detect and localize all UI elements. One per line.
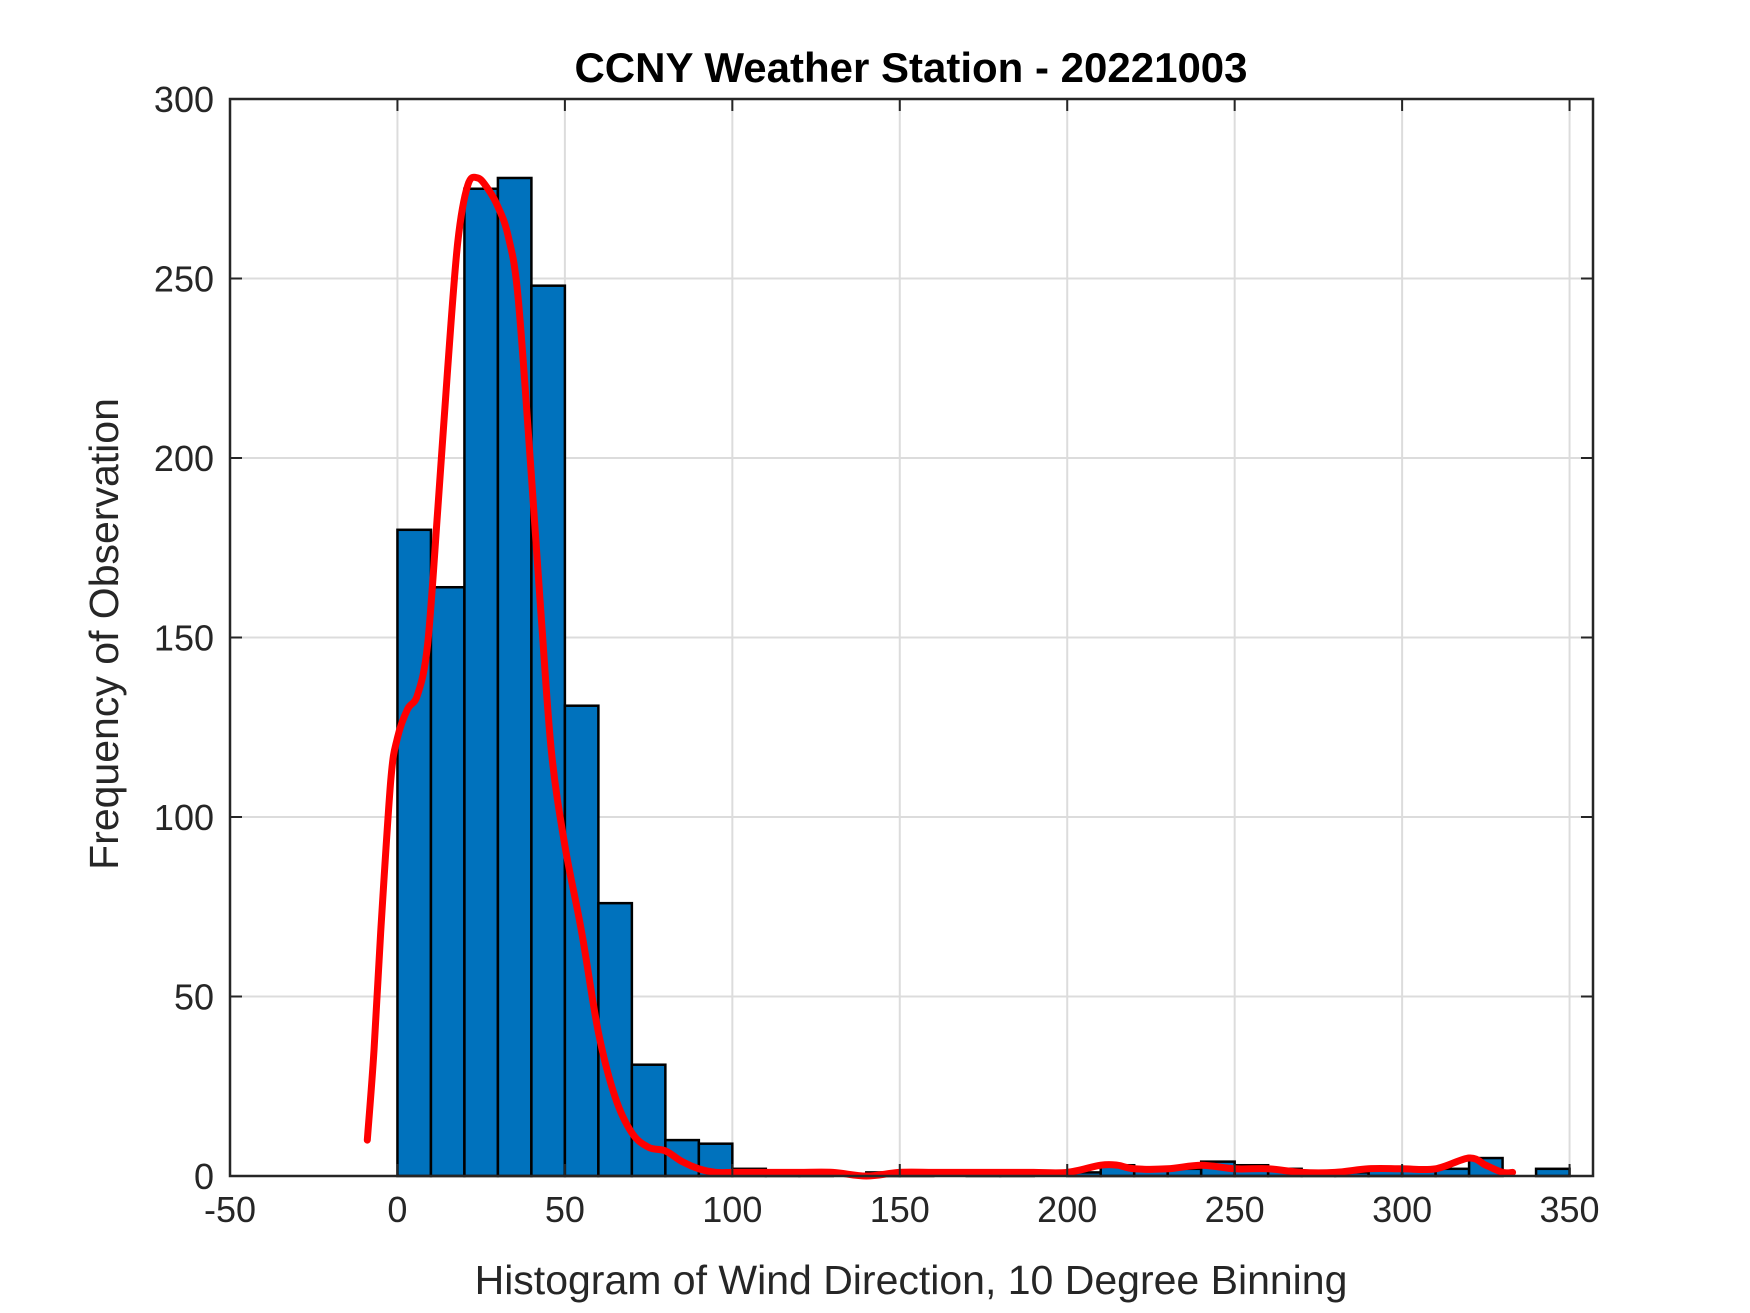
y-tick-label: 50 <box>174 977 214 1018</box>
histogram-bar <box>463 187 500 1178</box>
x-tick-label: 250 <box>1205 1189 1265 1230</box>
y-tick-label: 0 <box>194 1156 214 1197</box>
x-tick-label: 150 <box>870 1189 930 1230</box>
fit-curve <box>363 173 1517 1180</box>
x-tick-label: 0 <box>387 1189 407 1230</box>
y-tick-label: 300 <box>154 79 214 120</box>
x-tick-label: -50 <box>204 1189 256 1230</box>
y-tick-label: 250 <box>154 259 214 300</box>
tick-labels: -50 0 50 100 150 200 250 300 3500501001502002503… <box>154 79 1600 1230</box>
histogram-bar <box>630 1063 667 1178</box>
x-tick-label: 350 <box>1540 1189 1600 1230</box>
y-tick-label: 150 <box>154 618 214 659</box>
x-tick-label: 100 <box>702 1189 762 1230</box>
axes <box>228 97 1595 1178</box>
x-tick-label: 300 <box>1372 1189 1432 1230</box>
y-tick-label: 200 <box>154 438 214 479</box>
x-tick-label: 50 <box>545 1189 585 1230</box>
x-axis-label: Histogram of Wind Direction, 10 Degree B… <box>475 1257 1348 1303</box>
histogram-bar <box>496 176 533 1178</box>
x-tick-label: 200 <box>1037 1189 1097 1230</box>
histogram-bars <box>396 176 1571 1178</box>
y-axis-label: Frequency of Observation <box>81 398 127 870</box>
histogram-bar <box>429 585 466 1178</box>
chart-title: CCNY Weather Station - 20221003 <box>574 44 1247 91</box>
y-tick-label: 100 <box>154 797 214 838</box>
fit-curve-layer <box>363 173 1517 1180</box>
